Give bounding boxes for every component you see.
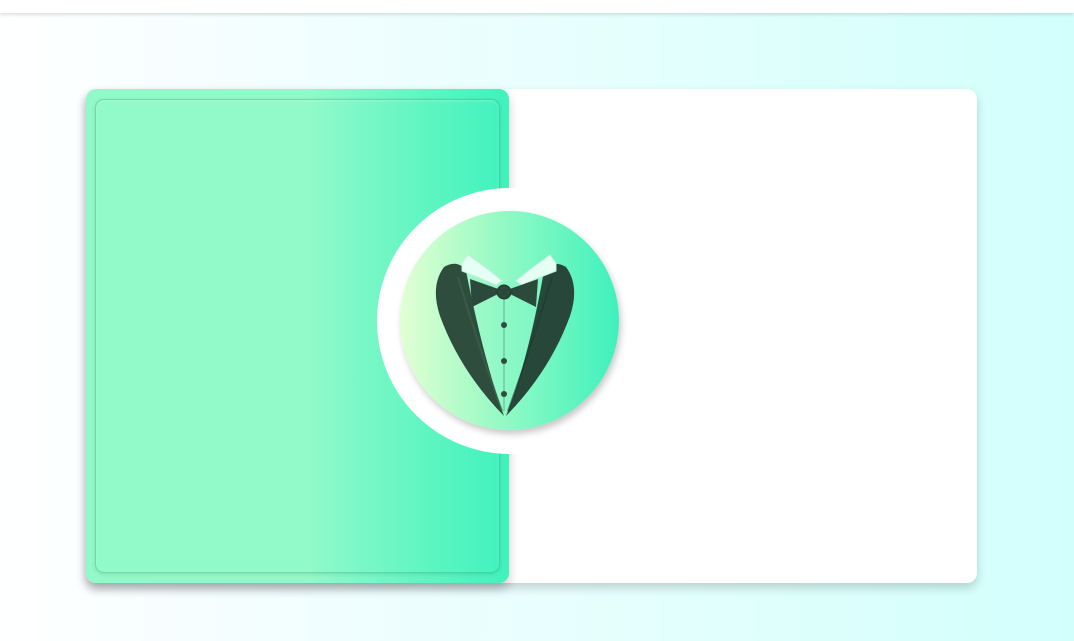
tuxedo-icon bbox=[435, 254, 575, 416]
top-bar bbox=[0, 0, 1074, 13]
logo-badge bbox=[400, 211, 619, 430]
